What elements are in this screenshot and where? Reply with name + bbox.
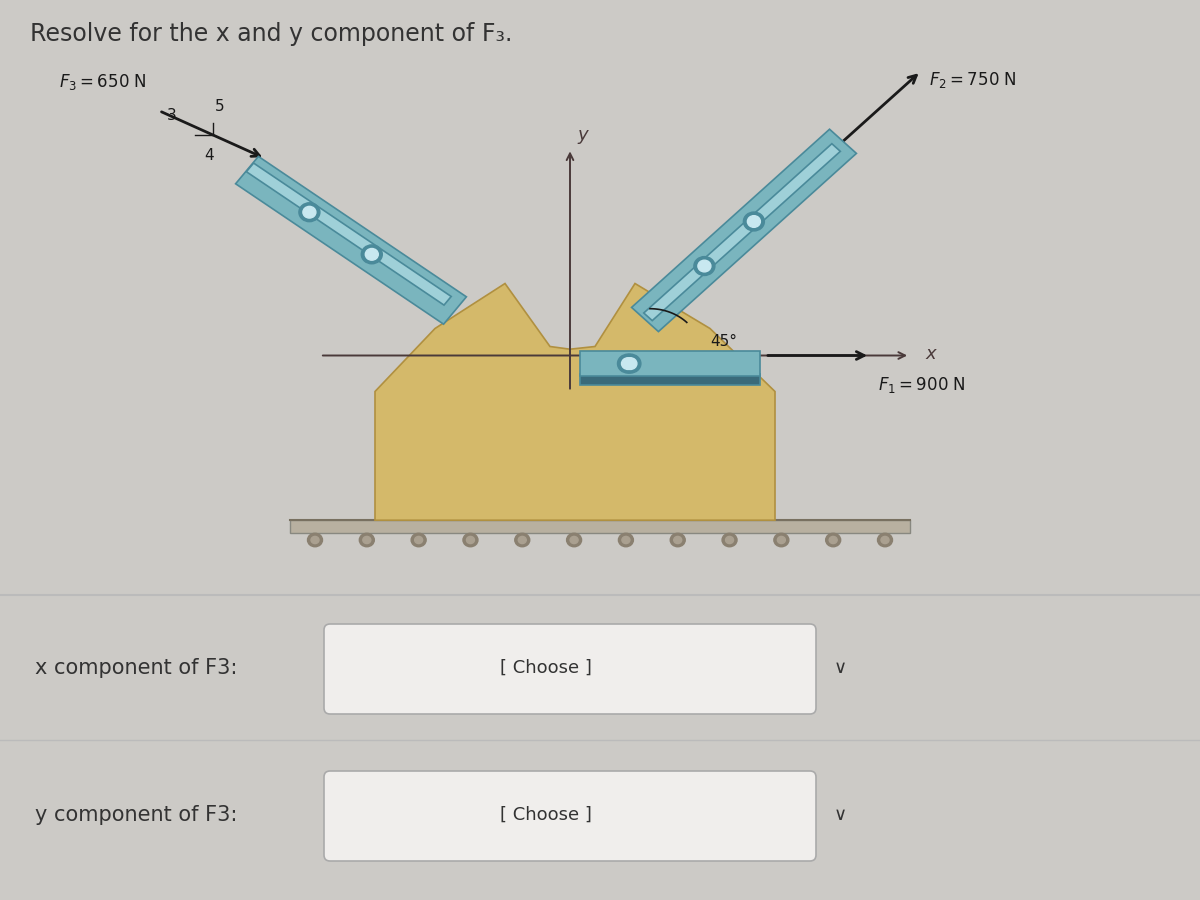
Circle shape bbox=[774, 533, 788, 546]
Text: x component of F3:: x component of F3: bbox=[35, 658, 238, 678]
Circle shape bbox=[359, 533, 374, 546]
Circle shape bbox=[881, 536, 889, 544]
Circle shape bbox=[515, 533, 529, 546]
Text: [ Choose ]: [ Choose ] bbox=[500, 806, 592, 824]
Circle shape bbox=[307, 533, 323, 546]
Text: y: y bbox=[577, 126, 588, 144]
Circle shape bbox=[570, 536, 578, 544]
Text: 45°: 45° bbox=[710, 335, 737, 349]
Circle shape bbox=[302, 206, 316, 218]
Circle shape bbox=[722, 533, 737, 546]
Text: 5: 5 bbox=[215, 99, 224, 113]
Text: Resolve for the x and y component of F₃.: Resolve for the x and y component of F₃. bbox=[30, 22, 512, 47]
Text: 4: 4 bbox=[204, 148, 214, 163]
Circle shape bbox=[624, 357, 637, 370]
Circle shape bbox=[694, 256, 715, 275]
Polygon shape bbox=[580, 374, 760, 385]
Circle shape bbox=[365, 248, 378, 260]
Text: [ Choose ]: [ Choose ] bbox=[500, 659, 592, 677]
Circle shape bbox=[415, 536, 422, 544]
Polygon shape bbox=[246, 163, 451, 305]
Circle shape bbox=[362, 536, 371, 544]
Circle shape bbox=[311, 536, 319, 544]
Polygon shape bbox=[374, 284, 775, 520]
Polygon shape bbox=[580, 351, 760, 376]
Circle shape bbox=[299, 202, 320, 221]
Circle shape bbox=[826, 533, 841, 546]
Text: $F_1 = 900$ N: $F_1 = 900$ N bbox=[878, 375, 966, 395]
Text: x: x bbox=[925, 345, 936, 363]
Text: 3: 3 bbox=[167, 108, 178, 122]
Circle shape bbox=[778, 536, 785, 544]
Circle shape bbox=[671, 533, 685, 546]
Circle shape bbox=[673, 536, 682, 544]
Circle shape bbox=[463, 533, 478, 546]
Circle shape bbox=[618, 354, 638, 373]
Circle shape bbox=[726, 536, 733, 544]
Circle shape bbox=[829, 536, 838, 544]
Circle shape bbox=[412, 533, 426, 546]
Circle shape bbox=[566, 533, 582, 546]
Circle shape bbox=[622, 536, 630, 544]
Text: $F_2 = 750$ N: $F_2 = 750$ N bbox=[929, 70, 1016, 90]
Text: $F_3 = 650$ N: $F_3 = 650$ N bbox=[59, 72, 146, 92]
Circle shape bbox=[743, 212, 764, 231]
Circle shape bbox=[361, 245, 383, 264]
Circle shape bbox=[518, 536, 527, 544]
Polygon shape bbox=[643, 144, 840, 320]
Circle shape bbox=[618, 533, 634, 546]
Circle shape bbox=[698, 260, 710, 272]
FancyBboxPatch shape bbox=[324, 771, 816, 861]
Circle shape bbox=[748, 216, 761, 228]
Polygon shape bbox=[235, 157, 467, 324]
Circle shape bbox=[877, 533, 893, 546]
Polygon shape bbox=[631, 130, 857, 331]
Text: ∨: ∨ bbox=[834, 659, 846, 677]
Circle shape bbox=[620, 354, 641, 373]
FancyBboxPatch shape bbox=[324, 624, 816, 714]
Text: y component of F3:: y component of F3: bbox=[35, 805, 238, 825]
Circle shape bbox=[622, 357, 635, 370]
Circle shape bbox=[467, 536, 474, 544]
Text: ∨: ∨ bbox=[834, 806, 846, 824]
FancyBboxPatch shape bbox=[290, 520, 910, 533]
